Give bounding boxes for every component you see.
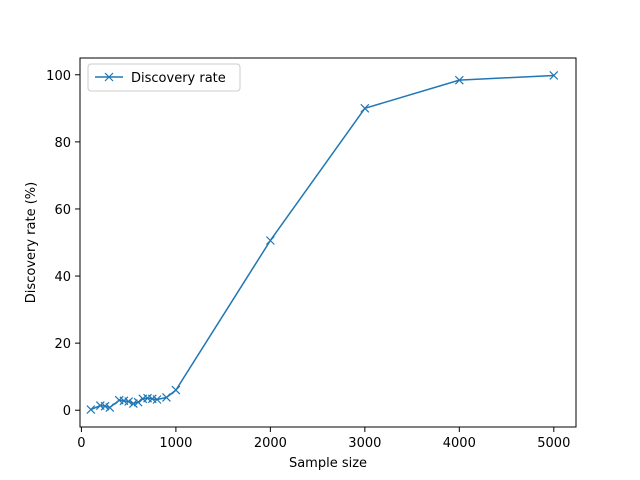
x-tick-label: 2000 (254, 436, 287, 451)
data-point-x-marker (171, 385, 181, 395)
y-axis: 0 20 40 60 80 100 (46, 69, 80, 419)
y-tick-label: 60 (54, 203, 71, 218)
y-tick-label: 80 (54, 136, 71, 151)
y-tick-label: 100 (46, 69, 71, 84)
legend-label: Discovery rate (131, 71, 226, 86)
axes-frame (79, 57, 577, 428)
data-point-x-marker (152, 395, 162, 404)
data-point-x-marker (549, 71, 559, 80)
x-axis: 0 1000 2000 3000 4000 5000 (77, 427, 570, 451)
data-point-x-marker (133, 397, 143, 407)
x-axis-label: Sample size (289, 456, 367, 471)
y-tick-label: 20 (54, 337, 71, 352)
x-tick-label: 1000 (159, 436, 192, 451)
y-axis-label: Discovery rate (%) (24, 182, 39, 303)
y-tick-label: 0 (63, 404, 71, 419)
x-tick-label: 0 (77, 436, 85, 451)
data-point-x-marker (454, 75, 464, 85)
data-point-x-marker (360, 103, 370, 113)
y-tick-label: 40 (54, 270, 71, 285)
data-point-x-marker (86, 405, 96, 414)
data-point-x-marker (124, 397, 134, 406)
legend-box (87, 63, 241, 92)
data-point-x-marker (265, 236, 275, 245)
x-tick-label: 5000 (537, 436, 570, 451)
series-layer (86, 71, 559, 414)
data-point-x-marker (162, 393, 171, 402)
x-tick-label: 4000 (443, 436, 476, 451)
legend: Discovery rate (87, 63, 241, 92)
x-tick-label: 3000 (348, 436, 381, 451)
legend-x-marker-icon (104, 72, 114, 82)
data-point-x-marker (105, 403, 115, 412)
